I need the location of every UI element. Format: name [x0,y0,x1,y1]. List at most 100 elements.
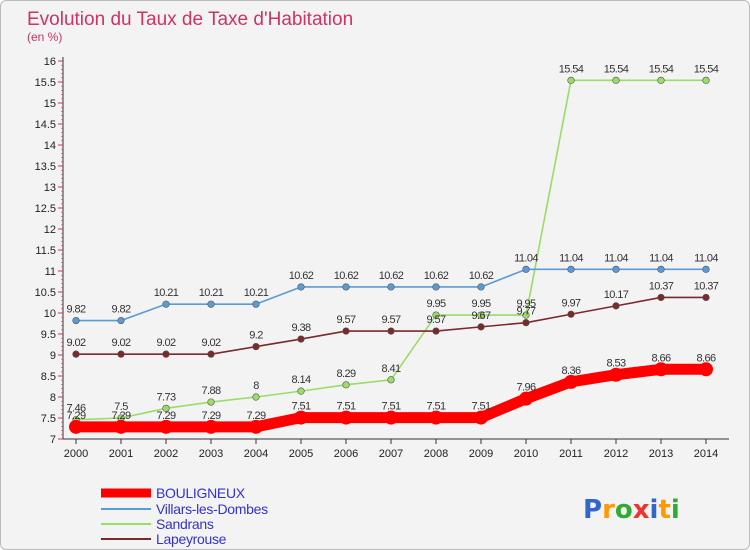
x-tick-label: 2002 [154,448,178,460]
data-label: 7.29 [246,410,265,422]
data-point [342,327,350,335]
data-label: 10.62 [334,270,359,282]
data-point [114,419,128,434]
legend-label-villars: Villars-les-Dombes [156,501,268,517]
logo-letter: i [650,495,659,525]
y-tick-label: 7.5 [41,413,56,425]
data-label: 9.82 [66,304,85,316]
data-point [702,293,710,302]
data-label: 9.95 [426,298,445,310]
data-label: 9.02 [201,337,220,349]
data-point [612,265,620,273]
data-point [387,376,395,384]
data-label: 9.57 [381,314,400,326]
y-tick-label: 13.5 [35,161,56,173]
data-point [567,265,575,273]
data-label: 9.2 [249,330,263,342]
data-label: 7.29 [201,410,220,422]
data-point [702,265,710,273]
data-label: 11.04 [559,252,583,264]
data-label: 7.51 [381,401,400,413]
data-point [522,319,530,327]
data-label: 8.53 [606,358,625,370]
data-label: 11.04 [604,252,628,264]
y-tick-label: 14 [44,140,56,152]
data-label: 9.97 [561,297,580,309]
logo-letter: x [633,495,650,525]
data-label: 10.21 [244,287,269,299]
data-label: 8.14 [291,374,310,386]
data-point [252,300,260,308]
data-label: 15.54 [604,63,629,75]
data-label: 11.04 [514,252,538,264]
data-point [72,350,80,358]
data-label: 10.21 [199,287,224,299]
y-tick-label: 12 [44,224,56,236]
y-tick-label: 15 [44,98,56,110]
data-point [387,283,395,291]
data-label: 7.88 [201,385,220,397]
data-point [207,350,215,358]
data-point [702,76,710,84]
logo-letter: o [615,495,633,525]
data-label: 7.51 [426,401,445,413]
data-labels: 7.29 7.29 7.29 7.29 7.297.51 7.51 7.51 7.51 7.51… [66,63,719,422]
x-tick-label: 2014 [694,448,718,460]
logo-letter: P [583,495,602,525]
data-label: 7.29 [156,410,175,422]
data-point [474,410,488,425]
data-point [654,362,668,377]
chart-subtitle: (en %) [27,30,62,44]
data-point [657,76,665,84]
data-label: 9.67 [471,310,490,322]
data-label: 7.5 [114,401,128,413]
data-point [657,265,665,273]
data-label: 11.04 [649,252,673,264]
x-tick-label: 2004 [244,448,268,460]
data-point [207,300,215,308]
chart-title: Evolution du Taux de Taxe d'Habitation [27,9,353,30]
data-point [339,410,353,425]
y-tick-label: 11.5 [35,245,56,257]
y-tick-label: 8.5 [41,371,56,383]
data-point [162,300,170,308]
data-label: 9.82 [111,304,130,316]
data-label: 10.62 [379,270,404,282]
data-label: 9.57 [426,314,445,326]
data-label: 7.29 [111,410,130,422]
legend-label-sandrans: Sandrans [156,516,214,532]
data-label: 8.66 [696,352,715,364]
legend: BOULIGNEUX Villars-les-Dombes Sandrans L… [101,485,268,547]
data-label: 8.36 [561,365,580,377]
data-point [567,76,575,84]
data-label: 9.02 [111,337,130,349]
x-tick-label: 2003 [199,448,223,460]
data-label: 7.96 [516,382,535,394]
data-point [432,311,440,319]
y-tick-label: 7 [50,434,56,446]
data-label: 10.62 [289,270,314,282]
data-point [162,404,170,412]
y-tick-label: 10.5 [35,287,56,299]
data-point [387,327,395,335]
data-label: 10.62 [424,270,449,282]
data-point [657,293,665,302]
data-label: 8.41 [381,363,400,375]
x-tick-label: 2005 [289,448,313,460]
x-tick-label: 2010 [514,448,538,460]
y-tick-label: 16 [44,56,56,68]
x-tick-label: 2013 [649,448,673,460]
y-tick-label: 10 [44,308,56,320]
data-label: 9.77 [516,306,535,318]
x-tick-label: 2011 [559,448,583,460]
data-label: 7.51 [336,401,355,413]
data-label: 8.29 [336,368,355,380]
data-point [609,367,623,382]
data-point [522,311,530,319]
data-point [612,76,620,84]
data-point [159,419,173,434]
logo-letter: t [658,495,670,525]
logo-letter: r [602,495,615,525]
